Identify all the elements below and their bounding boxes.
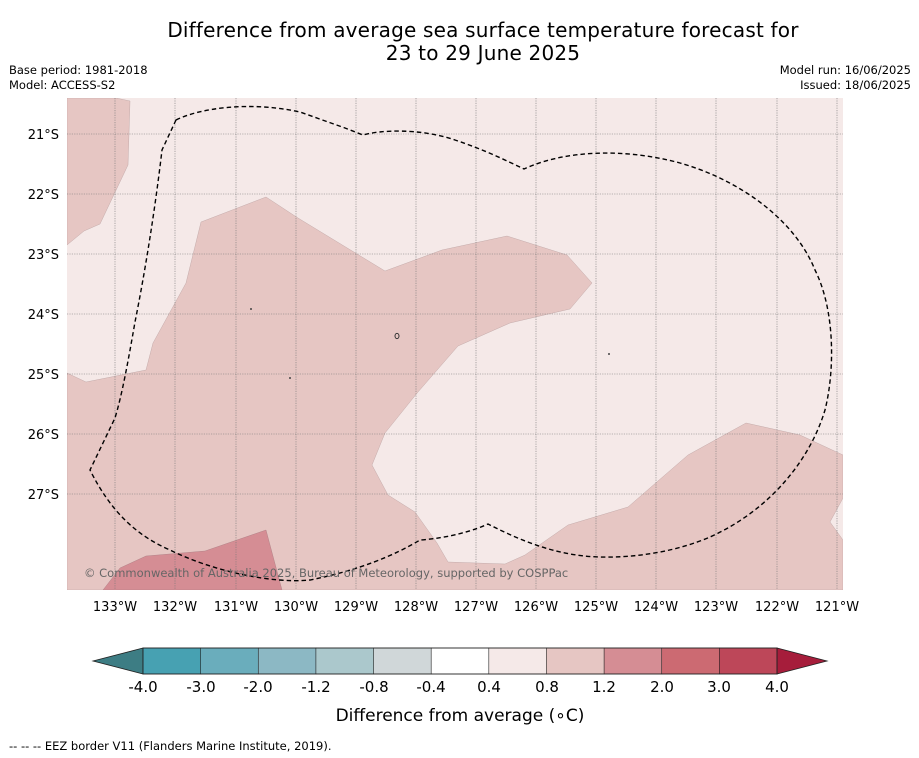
colorbar-tick-label: -0.8 — [359, 678, 388, 696]
island — [250, 308, 252, 310]
colorbar-tick-label: 4.0 — [765, 678, 789, 696]
chart-title-line-2: 23 to 29 June 2025 — [385, 41, 581, 65]
colorbar-tick-label: -1.2 — [301, 678, 330, 696]
lon-label-124w: 124°W — [634, 600, 678, 615]
chart-title-line-1: Difference from average sea surface temp… — [167, 18, 799, 42]
lon-label-126w: 126°W — [514, 600, 558, 615]
island — [289, 377, 291, 379]
colorbar-tick-label: -3.0 — [186, 678, 215, 696]
lat-label-24s: 24°S — [28, 308, 59, 323]
lat-label-26s: 26°S — [28, 428, 59, 443]
colorbar-tick-label: 0.4 — [477, 678, 501, 696]
lon-label-130w: 130°W — [274, 600, 318, 615]
colorbar-over-triangle — [776, 647, 829, 675]
issued-text: Issued: 18/06/2025 — [800, 78, 911, 92]
lon-label-125w: 125°W — [574, 600, 618, 615]
colorbar-tick-label: -2.0 — [243, 678, 272, 696]
colorbar-tick-label: -0.4 — [416, 678, 445, 696]
colorbar-bin — [430, 647, 490, 675]
colorbar-tick-label: 3.0 — [707, 678, 731, 696]
lon-label-123w: 123°W — [694, 600, 738, 615]
model-text: Model: ACCESS-S2 — [9, 78, 116, 92]
colorbar-bin — [488, 647, 548, 675]
colorbar-bin — [257, 647, 317, 675]
colorbar-bin — [142, 647, 202, 675]
copyright-text: © Commonwealth of Australia 2025, Bureau… — [84, 566, 568, 580]
lon-label-128w: 128°W — [394, 600, 438, 615]
lat-label-21s: 21°S — [28, 128, 59, 143]
longitude-gridlines — [114, 98, 838, 590]
lat-label-23s: 23°S — [28, 248, 59, 263]
latitude-gridlines — [67, 133, 843, 495]
anomaly-region-west — [67, 196, 843, 590]
colorbar-bin — [373, 647, 432, 675]
map-panel: © Commonwealth of Australia 2025, Bureau… — [67, 98, 843, 590]
base-period-text: Base period: 1981-2018 — [9, 63, 148, 77]
lon-label-127w: 127°W — [454, 600, 498, 615]
eez-source-footnote: -- -- -- EEZ border V11 (Flanders Marine… — [9, 739, 332, 753]
islands — [250, 308, 610, 379]
colorbar-tick-label: 1.2 — [592, 678, 616, 696]
colorbar-bin — [661, 647, 720, 675]
lat-label-25s: 25°S — [28, 368, 59, 383]
lon-label-133w: 133°W — [93, 600, 137, 615]
colorbar-bin — [315, 647, 375, 675]
colorbar-label: Difference from average (∘C) — [336, 706, 585, 726]
island — [394, 332, 400, 340]
eez-border — [89, 105, 833, 582]
metadata-right: Model run: 16/06/2025 Issued: 18/06/2025 — [780, 63, 911, 93]
model-run-text: Model run: 16/06/2025 — [779, 63, 911, 77]
colorbar-tick-label: 2.0 — [650, 678, 674, 696]
lon-label-132w: 132°W — [153, 600, 197, 615]
colorbar-bin — [719, 647, 778, 675]
island — [608, 353, 610, 355]
metadata-left: Base period: 1981-2018 Model: ACCESS-S2 — [9, 63, 148, 93]
lon-label-131w: 131°W — [214, 600, 258, 615]
lon-label-129w: 129°W — [334, 600, 378, 615]
lon-label-121w: 121°W — [815, 600, 859, 615]
longitude-labels: 133°W 132°W 131°W 130°W 129°W 128°W 127°… — [93, 600, 859, 615]
colorbar-bins — [142, 647, 778, 675]
lon-label-122w: 122°W — [755, 600, 799, 615]
lat-label-27s: 27°S — [28, 488, 59, 503]
colorbar-bin — [546, 647, 605, 675]
colorbar: -4.0 -3.0 -2.0 -1.2 -0.8 -0.4 0.4 0.8 1.… — [91, 647, 829, 726]
anomaly-region-northwest — [67, 98, 131, 246]
colorbar-bin — [200, 647, 259, 675]
colorbar-tick-label: 0.8 — [535, 678, 559, 696]
colorbar-tick-label: -4.0 — [128, 678, 157, 696]
colorbar-bin — [603, 647, 663, 675]
colorbar-outline — [142, 647, 778, 675]
latitude-labels: 21°S 22°S 23°S 24°S 25°S 26°S 27°S — [28, 128, 59, 503]
colorbar-tick-labels: -4.0 -3.0 -2.0 -1.2 -0.8 -0.4 0.4 0.8 1.… — [128, 678, 789, 696]
colorbar-under-triangle — [91, 647, 144, 675]
lat-label-22s: 22°S — [28, 188, 59, 203]
